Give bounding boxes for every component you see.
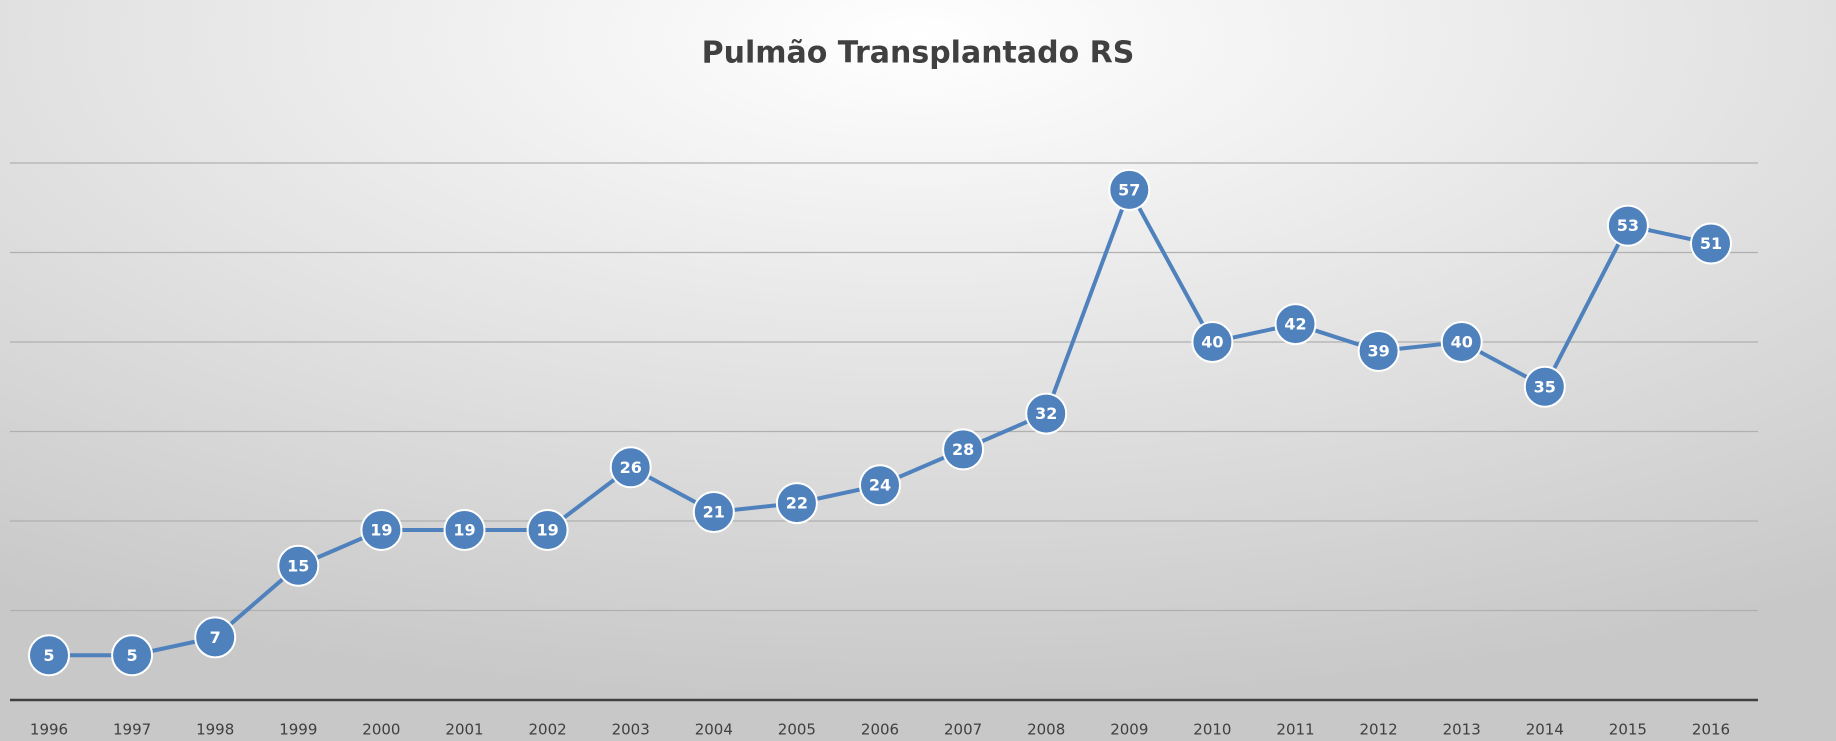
x-tick-label: 1998 [196, 721, 234, 739]
data-point [692, 491, 735, 534]
data-label: 42 [1284, 315, 1306, 334]
data-point [1191, 321, 1234, 363]
x-tick-label: 2015 [1609, 721, 1647, 739]
x-tick-label: 2012 [1360, 721, 1398, 739]
data-point [1440, 321, 1483, 363]
data-point [194, 616, 237, 659]
x-tick-label: 1997 [113, 721, 151, 739]
data-label: 39 [1367, 341, 1389, 360]
data-label: 24 [869, 476, 891, 495]
data-label: 7 [210, 628, 221, 647]
data-point [1025, 392, 1068, 435]
data-label: 15 [287, 556, 309, 575]
data-label: 22 [786, 494, 808, 513]
data-point [1523, 365, 1566, 408]
data-label: 35 [1534, 377, 1556, 396]
data-label: 19 [536, 520, 558, 539]
data-label: 5 [43, 646, 54, 665]
x-tick-label: 2005 [778, 721, 816, 739]
data-point [1357, 329, 1400, 372]
data-label: 57 [1118, 180, 1140, 199]
x-tick-label: 1996 [30, 721, 68, 739]
x-tick-label: 2001 [445, 721, 483, 739]
chart-title: Pulmão Transplantado RS [702, 36, 1135, 71]
data-point [942, 428, 985, 471]
x-tick-label: 2000 [362, 721, 400, 739]
x-tick-label: 2006 [861, 721, 899, 739]
x-tick-label: 2009 [1110, 721, 1148, 739]
data-label: 19 [370, 520, 392, 539]
x-tick-label: 2003 [612, 721, 650, 739]
x-tick-label: 2014 [1526, 721, 1564, 739]
data-point [775, 482, 818, 525]
x-tick-label: 2004 [695, 721, 733, 739]
data-point [526, 508, 569, 551]
data-point [28, 634, 70, 677]
data-point [1108, 168, 1151, 211]
data-label: 26 [620, 458, 642, 477]
data-label: 5 [127, 646, 138, 665]
data-label: 51 [1700, 234, 1722, 253]
x-tick-label: 2002 [529, 721, 567, 739]
data-point [111, 634, 154, 677]
x-tick-label: 1999 [279, 721, 317, 739]
x-tick-label: 2011 [1276, 721, 1314, 739]
data-label: 40 [1201, 333, 1223, 352]
data-label: 32 [1035, 404, 1057, 423]
x-tick-label: 2008 [1027, 721, 1065, 739]
data-point [1690, 222, 1732, 265]
data-label: 19 [453, 520, 475, 539]
data-point [1274, 303, 1317, 346]
data-label: 40 [1451, 333, 1473, 352]
data-point [609, 446, 652, 489]
data-point [859, 464, 901, 507]
data-point [1606, 204, 1649, 247]
x-tick-label: 2013 [1443, 721, 1481, 739]
data-label: 53 [1617, 216, 1639, 235]
x-tick-label: 2016 [1692, 721, 1730, 739]
data-point [277, 544, 320, 587]
x-tick-label: 2010 [1193, 721, 1231, 739]
data-point [360, 508, 403, 551]
data-label: 21 [703, 503, 725, 522]
data-label: 28 [952, 440, 974, 459]
data-point [443, 508, 486, 551]
x-tick-label: 2007 [944, 721, 982, 739]
